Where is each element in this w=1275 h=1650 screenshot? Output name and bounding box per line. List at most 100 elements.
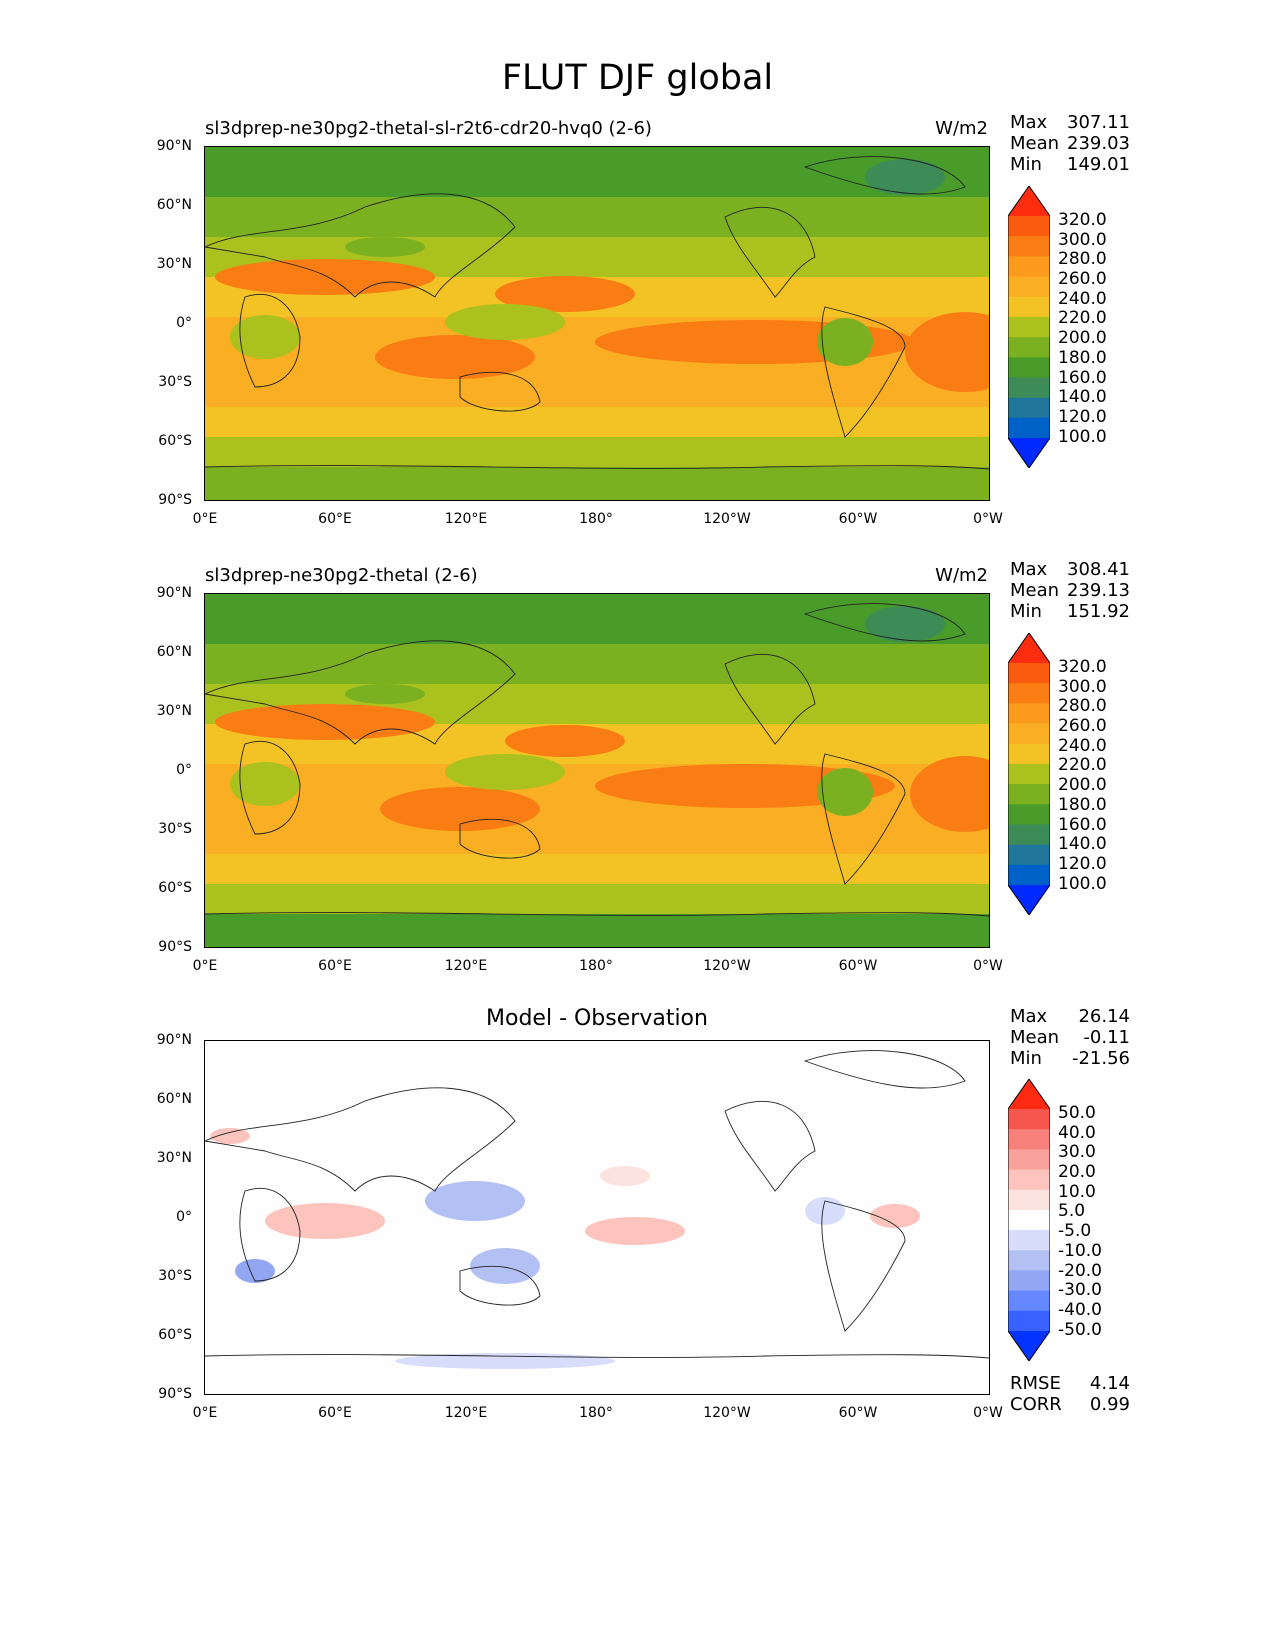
np-high-blob: [495, 276, 635, 312]
panel-3-ytick-60n: 60°N: [156, 1091, 192, 1107]
panel-3-coastlines: [205, 1050, 989, 1359]
panel-1-mean-label: Mean: [1010, 133, 1060, 154]
panel-2-ytick-0: 0°: [176, 762, 192, 778]
panel-3-ytick-60s: 60°S: [158, 1327, 192, 1343]
amazon-low-blob: [817, 318, 873, 366]
panel-3-cbar-label: 20.0: [1058, 1162, 1096, 1183]
band-southern-ocean: [205, 884, 989, 914]
panel-3-xtick-60w: 60°W: [838, 1405, 878, 1421]
panel-3-colorbar-bin: [1008, 1209, 1050, 1231]
io-high-blob: [375, 335, 535, 379]
panel-2-colorbar-extend-min: [1008, 885, 1050, 915]
panel-1-colorbar-bin: [1008, 417, 1050, 439]
panel-2-cbar-label: 320.0: [1058, 657, 1107, 677]
panel-1-cbar-label: 260.0: [1058, 269, 1107, 290]
panel-3-cbar-label: 5.0: [1058, 1201, 1086, 1222]
panel-1-mean-value: 239.03: [1067, 133, 1130, 154]
panel-2-min-label: Min: [1010, 601, 1042, 622]
panel-3-colorbar-bin: [1008, 1270, 1050, 1292]
panel-3-rmse-label: RMSE: [1010, 1373, 1061, 1394]
panel-1-map-svg: [205, 147, 989, 500]
panel-2-max-value: 308.41: [1067, 559, 1130, 580]
panel-3-ytick-90n: 90°N: [156, 1032, 192, 1048]
panel-1-cbar-label: 220.0: [1058, 308, 1107, 329]
sa-high-blob: [905, 312, 989, 392]
panel-1-colorbar-bin: [1008, 357, 1050, 378]
panel-2-colorbar-labels: 320.0 300.0 280.0 260.0 240.0 220.0 200.…: [1058, 657, 1107, 894]
panel-1-colorbar-bin: [1008, 296, 1050, 318]
band-antarctic: [205, 914, 989, 947]
panel-2-xtick-60e: 60°E: [318, 958, 352, 974]
panel-1-ytick-30s: 30°S: [158, 374, 192, 390]
panel-3-colorbar-extend-min: [1008, 1331, 1050, 1361]
panel-3-rmse-value: 4.14: [1089, 1373, 1130, 1394]
panel-3-cbar-label: 40.0: [1058, 1122, 1096, 1143]
panel-1-ytick-90n: 90°N: [156, 138, 192, 154]
panel-2-cbar-label: 160.0: [1058, 814, 1107, 835]
panel-3-colorbar-bin: [1008, 1310, 1050, 1332]
panel-3-max-label: Max: [1010, 1006, 1048, 1027]
panel-3-xtick-120e: 120°E: [444, 1405, 488, 1421]
panel-3-xtick-180: 180°: [579, 1405, 613, 1421]
panel-2-colorbar-bin: [1008, 723, 1050, 745]
panel-2-colorbar-extend-max: [1008, 633, 1050, 663]
panel-1-cbar-label: 240.0: [1058, 288, 1107, 309]
panel-2-ytick-30n: 30°N: [156, 703, 192, 719]
panel-3-ytick-0: 0°: [176, 1209, 192, 1225]
panel-1-colorbar-bin: [1008, 216, 1050, 237]
panel-3-cbar-label: 30.0: [1058, 1142, 1096, 1163]
panel-3-colorbar-bin: [1008, 1250, 1050, 1271]
panel-1-cbar-label: 200.0: [1058, 328, 1107, 349]
panel-3-colorbar-bin: [1008, 1169, 1050, 1191]
panel-1-xtick-120w: 120°W: [703, 511, 751, 527]
panel-3-colorbar-labels: 50.0 40.0 30.0 20.0 10.0 5.0 -5.0 -10.0 …: [1058, 1103, 1102, 1340]
panel-3-min-value: -21.56: [1071, 1048, 1130, 1069]
panel-3-cbar-label: -5.0: [1058, 1221, 1092, 1242]
panel-1-xtick-60w: 60°W: [838, 511, 878, 527]
panel-3-cbar-label: -30.0: [1058, 1280, 1102, 1301]
panel-2-title: sl3dprep-ne30pg2-thetal (2-6): [205, 565, 478, 586]
panel-2-colorbar-bin: [1008, 743, 1050, 765]
panel-1-ytick-30n: 30°N: [156, 256, 192, 272]
panel-3-colorbar-bin: [1008, 1109, 1050, 1130]
panel-1-colorbar-svg: [1007, 185, 1051, 469]
panel-1-xtick-0w: 0°W: [973, 511, 1003, 527]
panel-1-map: [204, 146, 990, 501]
panel-3-xtick-60e: 60°E: [318, 1405, 352, 1421]
panel-2-map-svg: [205, 594, 989, 947]
panel-1-colorbar: [1007, 185, 1051, 469]
panel-2-cbar-label: 200.0: [1058, 775, 1107, 796]
panel-1-colorbar-extend-min: [1008, 438, 1050, 468]
band-arctic: [205, 147, 989, 197]
panel-1-coastlines: [205, 156, 989, 470]
panel-3-xtick-120w: 120°W: [703, 1405, 751, 1421]
panel-2-coastlines: [205, 603, 989, 917]
panel-3-colorbar-bin: [1008, 1129, 1050, 1150]
panel-2-colorbar-bin: [1008, 844, 1050, 866]
panel-1-max-value: 307.11: [1067, 112, 1130, 133]
panel-2-cbar-label: 180.0: [1058, 794, 1107, 815]
panel-3-colorbar-svg: [1007, 1078, 1051, 1362]
panel-2-max-label: Max: [1010, 559, 1048, 580]
panel-2-xtick-60w: 60°W: [838, 958, 878, 974]
panel-3-ytick-30s: 30°S: [158, 1268, 192, 1284]
band-southern-ocean: [205, 437, 989, 467]
panel-3-xtick-0w: 0°W: [973, 1405, 1003, 1421]
tibet-low-blob: [345, 237, 425, 257]
panel-1-colorbar-bin: [1008, 316, 1050, 338]
panel-3-cbar-label: -40.0: [1058, 1299, 1102, 1320]
panel-3-colorbar-extend-max: [1008, 1079, 1050, 1109]
band-subtropics-south: [205, 407, 989, 437]
panel-1-colorbar-bin: [1008, 236, 1050, 257]
panel-2-xtick-0e: 0°E: [192, 958, 218, 974]
band-arctic: [205, 594, 989, 644]
panel-3-min-label: Min: [1010, 1048, 1042, 1069]
panel-1-xtick-0e: 0°E: [192, 511, 218, 527]
panel-1-colorbar-bin: [1008, 256, 1050, 278]
panel-3-max-value: 26.14: [1078, 1006, 1130, 1027]
panel-2-xtick-120w: 120°W: [703, 958, 751, 974]
africa-low-blob: [230, 762, 300, 806]
panel-3-map: [204, 1040, 990, 1395]
sahara-high-blob: [215, 704, 435, 740]
panel-1-ytick-60s: 60°S: [158, 433, 192, 449]
